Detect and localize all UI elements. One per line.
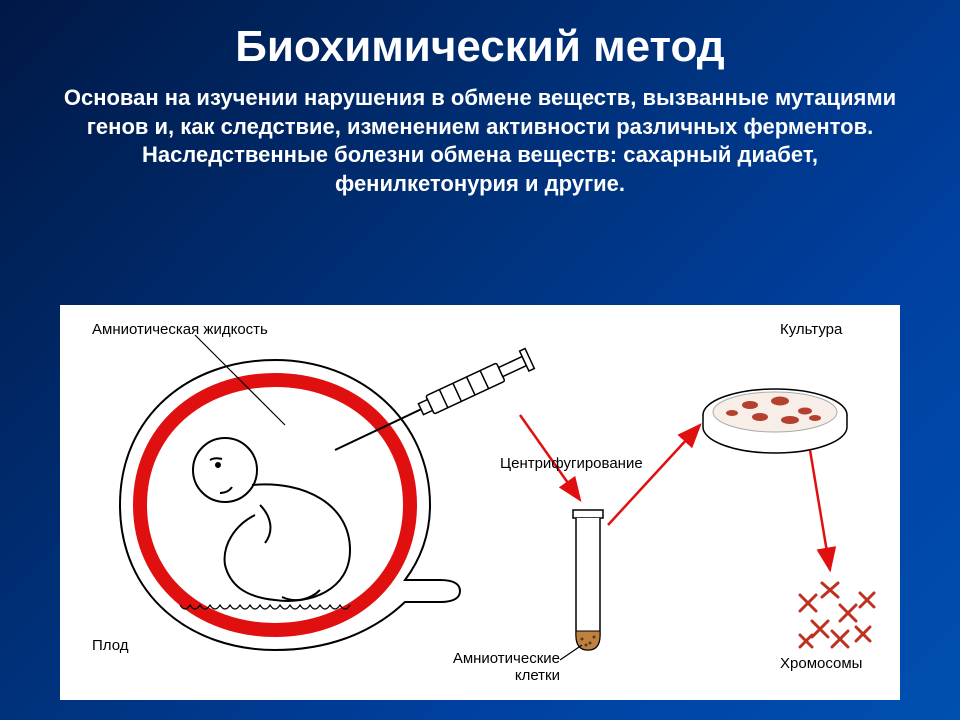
arrow-dish-to-chromosomes (810, 450, 830, 570)
uterus-illustration (120, 360, 460, 650)
diagram-svg (60, 305, 900, 700)
petri-dish-illustration (703, 389, 847, 453)
syringe-illustration (335, 349, 534, 450)
page-title: Биохимический метод (0, 0, 960, 84)
label-centrifugation: Центрифугирование (500, 455, 643, 472)
label-amniotic-fluid: Амниотическая жидкость (92, 321, 268, 338)
description-text: Основан на изучении нарушения в обмене в… (0, 84, 960, 216)
test-tube-illustration (573, 510, 603, 650)
arrow-tube-to-dish (608, 425, 700, 525)
label-culture: Культура (780, 321, 842, 338)
label-chromosomes: Хромосомы (780, 655, 862, 672)
label-fetus: Плод (92, 637, 128, 654)
diagram-panel: Амниотическая жидкость Плод Центрифугиро… (60, 305, 900, 700)
label-amniotic-cells: Амниотические клетки (440, 650, 560, 684)
chromosomes-illustration (800, 583, 874, 647)
pointer-amniotic-cells (560, 645, 582, 660)
